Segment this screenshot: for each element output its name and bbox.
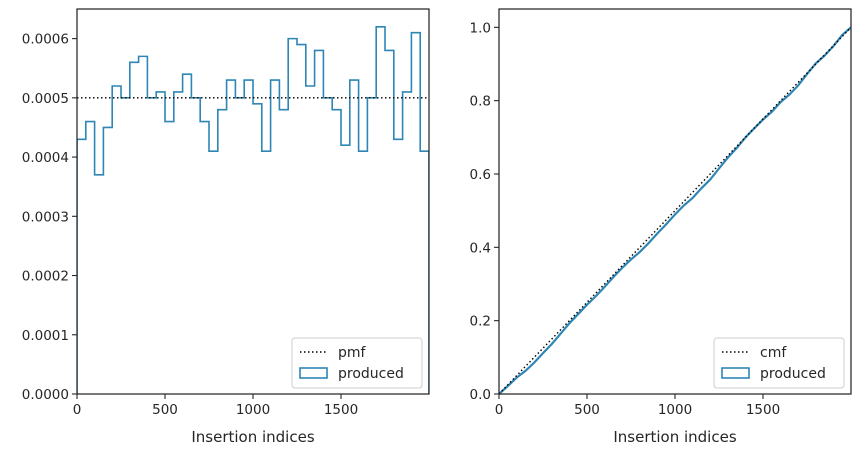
y-tick-label: 0.0006 bbox=[22, 32, 69, 48]
produced-step-series bbox=[77, 25, 429, 394]
legend-produced-swatch bbox=[299, 367, 328, 379]
y-tick-label: 0.0005 bbox=[22, 91, 69, 107]
x-tick-label: 0 bbox=[73, 402, 82, 418]
plot-area bbox=[499, 26, 851, 394]
axes-frame bbox=[498, 8, 852, 395]
x-tick-label: 1000 bbox=[658, 402, 692, 418]
x-axis-label: Insertion indices bbox=[191, 428, 314, 446]
cmf-reference-line bbox=[499, 26, 851, 394]
y-tick-label: 0.4 bbox=[470, 240, 491, 256]
y-tick-label: 0.0002 bbox=[22, 269, 69, 285]
x-tick-label: 500 bbox=[574, 402, 600, 418]
x-tick-label: 1500 bbox=[746, 402, 780, 418]
left-pmf-chart: 0 500 1000 1500 0.0000 0.0001 0.0002 0.0003 0.00… bbox=[22, 8, 430, 446]
legend-reference-label: cmf bbox=[760, 345, 787, 361]
y-tick-label: 0.0001 bbox=[22, 328, 69, 344]
legend: pmf produced bbox=[291, 337, 423, 389]
right-cmf-chart: 0 500 1000 1500 0.0 0.2 0.4 0.6 0.8 1.0 Insertion … bbox=[470, 8, 852, 446]
x-tick-label: 0 bbox=[495, 402, 504, 418]
legend: cmf produced bbox=[713, 337, 845, 389]
legend-produced-swatch bbox=[721, 367, 750, 379]
x-tick-label: 1000 bbox=[236, 402, 270, 418]
y-tick-label: 0.0000 bbox=[22, 387, 69, 403]
plot-area bbox=[77, 25, 429, 394]
legend-produced-label: produced bbox=[760, 366, 826, 382]
y-tick-label: 0.0003 bbox=[22, 209, 69, 225]
x-axis-label: Insertion indices bbox=[613, 428, 736, 446]
produced-cmf-series bbox=[499, 26, 851, 394]
legend-box bbox=[291, 337, 423, 389]
y-tick-label: 0.6 bbox=[470, 167, 491, 183]
legend-produced-label: produced bbox=[338, 366, 404, 382]
y-tick-label: 1.0 bbox=[470, 20, 491, 36]
y-tick-label: 0.8 bbox=[470, 94, 491, 110]
legend-box bbox=[713, 337, 845, 389]
y-tick-label: 0.2 bbox=[470, 314, 491, 330]
y-tick-label: 0.0 bbox=[470, 387, 491, 403]
x-tick-label: 500 bbox=[152, 402, 178, 418]
x-tick-label: 1500 bbox=[324, 402, 358, 418]
legend-reference-label: pmf bbox=[338, 345, 367, 361]
y-tick-label: 0.0004 bbox=[22, 150, 69, 166]
